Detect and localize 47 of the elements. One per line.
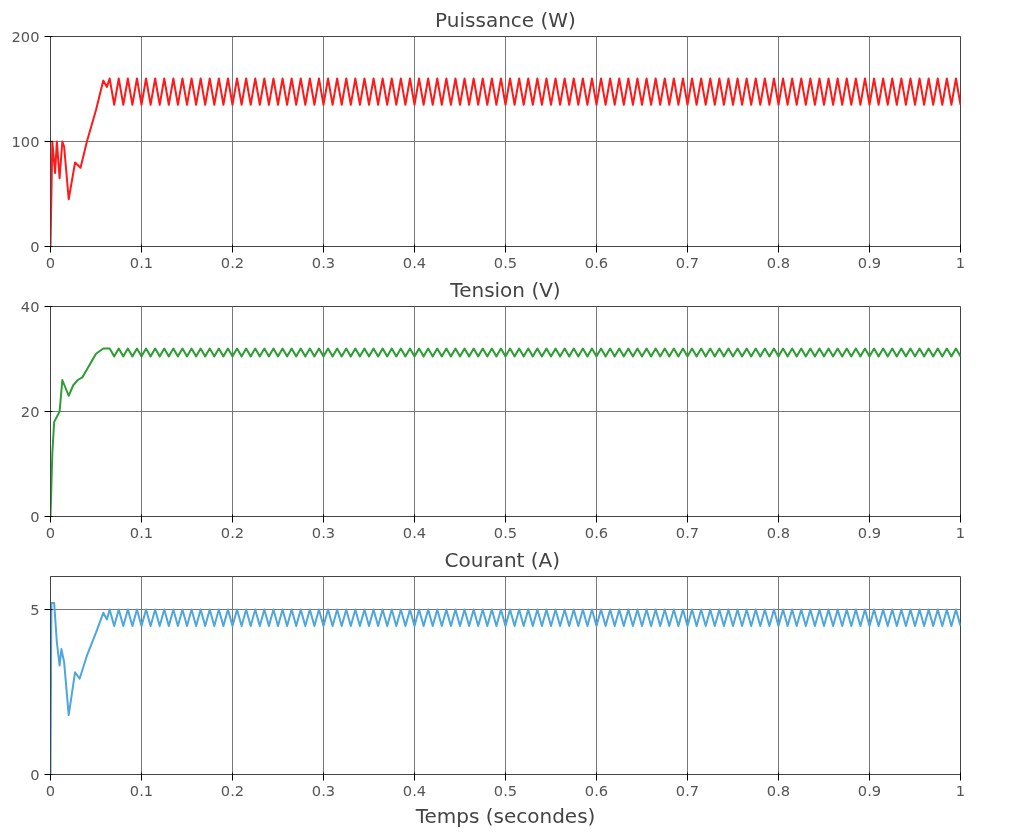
x-tick-label: 0.2 xyxy=(220,781,245,799)
x-tick-label: 0.8 xyxy=(766,781,791,799)
x-tick-label: 0.7 xyxy=(675,781,700,799)
x-tick-label: 0.6 xyxy=(584,253,609,271)
y-tick-label: 100 xyxy=(11,132,40,150)
line-series xyxy=(50,347,961,517)
x-tick-label: 0.6 xyxy=(584,781,609,799)
x-tick-label: 0.9 xyxy=(857,781,882,799)
y-tick-label: 200 xyxy=(11,27,40,45)
x-axis-title: Temps (secondes) xyxy=(414,803,596,828)
x-tick-label: 0.6 xyxy=(584,523,609,541)
x-tick-label: 0.8 xyxy=(766,523,791,541)
x-tick-label: 0.1 xyxy=(129,781,154,799)
x-tick-label: 0 xyxy=(45,523,56,541)
x-tick-label: 0.8 xyxy=(766,253,791,271)
x-tick-label: 0.3 xyxy=(311,253,336,271)
chart-title: Puissance (W) xyxy=(435,7,576,32)
y-tick-label: 0 xyxy=(30,507,40,525)
x-tick-label: 0.1 xyxy=(129,253,154,271)
x-tick-label: 0.3 xyxy=(311,523,336,541)
x-tick-label: 0 xyxy=(45,253,56,271)
x-tick-label: 0.4 xyxy=(402,523,427,541)
x-tick-label: 0.1 xyxy=(129,523,154,541)
x-tick-label: 1 xyxy=(955,523,966,541)
x-tick-label: 0 xyxy=(45,781,56,799)
y-tick-label: 40 xyxy=(20,297,40,315)
chart-title: Courant (A) xyxy=(444,547,561,572)
x-tick-label: 0.4 xyxy=(402,253,427,271)
x-tick-label: 0.3 xyxy=(311,781,336,799)
x-tick-label: 1 xyxy=(955,253,966,271)
x-tick-label: 0.2 xyxy=(220,253,245,271)
x-tick-label: 0.5 xyxy=(493,523,518,541)
line-series xyxy=(50,77,961,247)
x-tick-label: 0.5 xyxy=(493,781,518,799)
x-tick-label: 0.9 xyxy=(857,523,882,541)
y-tick-label: 5 xyxy=(30,600,40,618)
x-tick-label: 0.9 xyxy=(857,253,882,271)
x-tick-label: 1 xyxy=(955,781,966,799)
x-tick-label: 0.7 xyxy=(675,253,700,271)
chart-title: Tension (V) xyxy=(449,277,561,302)
x-tick-label: 0.7 xyxy=(675,523,700,541)
x-tick-label: 0.2 xyxy=(220,523,245,541)
y-tick-label: 0 xyxy=(30,237,40,255)
y-tick-label: 20 xyxy=(20,402,40,420)
x-tick-label: 0.4 xyxy=(402,781,427,799)
y-tick-label: 0 xyxy=(30,765,40,783)
x-tick-label: 0.5 xyxy=(493,253,518,271)
